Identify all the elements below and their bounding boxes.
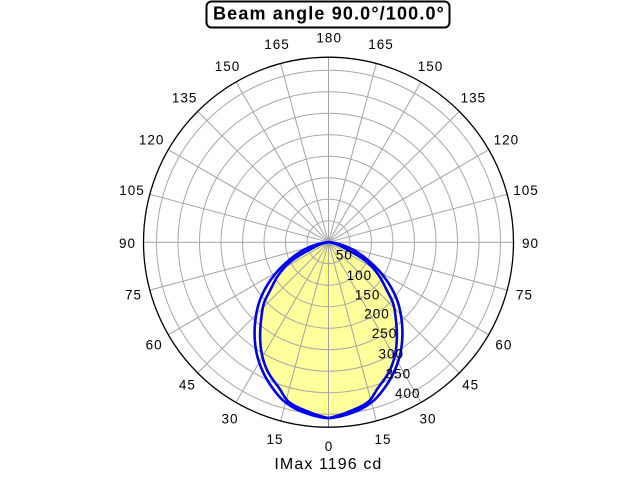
- svg-text:120: 120: [139, 133, 165, 148]
- svg-text:165: 165: [368, 37, 394, 52]
- svg-text:250: 250: [372, 326, 398, 341]
- svg-text:135: 135: [172, 90, 198, 105]
- svg-text:90: 90: [522, 236, 539, 251]
- svg-text:15: 15: [266, 432, 283, 447]
- svg-text:180: 180: [316, 30, 342, 45]
- svg-text:200: 200: [364, 306, 390, 321]
- svg-text:IMax 1196 cd: IMax 1196 cd: [274, 456, 382, 473]
- svg-text:45: 45: [462, 377, 479, 392]
- svg-text:150: 150: [418, 59, 444, 74]
- svg-text:75: 75: [125, 288, 142, 303]
- svg-text:165: 165: [264, 37, 290, 52]
- svg-text:75: 75: [516, 288, 533, 303]
- svg-text:300: 300: [379, 347, 405, 362]
- svg-text:350: 350: [386, 366, 412, 381]
- svg-text:60: 60: [146, 338, 163, 353]
- svg-text:Beam angle 90.0°/100.0°: Beam angle 90.0°/100.0°: [213, 4, 445, 24]
- svg-text:30: 30: [221, 412, 238, 427]
- svg-text:30: 30: [419, 412, 436, 427]
- svg-text:120: 120: [494, 133, 520, 148]
- svg-text:135: 135: [461, 90, 487, 105]
- svg-text:45: 45: [179, 377, 196, 392]
- svg-text:150: 150: [215, 59, 241, 74]
- svg-text:105: 105: [119, 183, 145, 198]
- svg-text:50: 50: [336, 248, 353, 263]
- svg-text:100: 100: [347, 268, 373, 283]
- svg-text:150: 150: [355, 287, 381, 302]
- svg-text:105: 105: [513, 183, 539, 198]
- svg-text:90: 90: [119, 236, 136, 251]
- svg-text:400: 400: [395, 386, 421, 401]
- svg-text:15: 15: [374, 432, 391, 447]
- svg-text:0: 0: [325, 439, 334, 454]
- svg-text:60: 60: [495, 338, 512, 353]
